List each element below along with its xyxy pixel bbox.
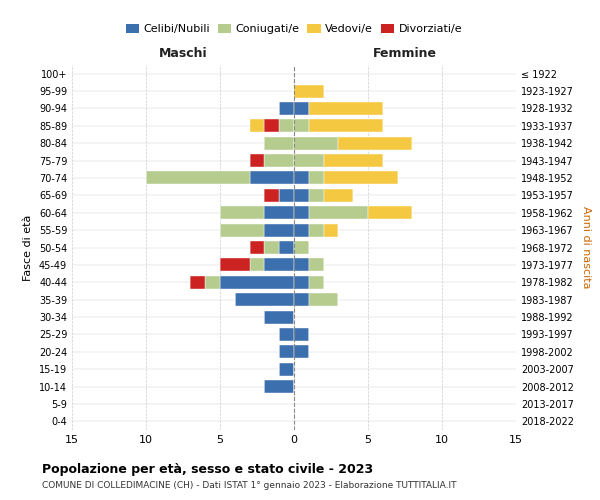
Bar xyxy=(250,258,265,272)
Bar xyxy=(220,276,294,289)
Bar xyxy=(250,120,265,132)
Bar xyxy=(323,189,353,202)
Bar xyxy=(294,241,309,254)
Bar xyxy=(294,120,309,132)
Bar xyxy=(294,136,338,149)
Bar xyxy=(294,224,309,236)
Bar xyxy=(190,276,205,289)
Bar xyxy=(279,102,294,115)
Bar xyxy=(309,293,338,306)
Bar xyxy=(220,206,265,220)
Bar xyxy=(205,276,220,289)
Bar xyxy=(294,328,309,341)
Bar xyxy=(294,276,309,289)
Bar xyxy=(309,189,323,202)
Bar xyxy=(294,102,309,115)
Bar xyxy=(279,362,294,376)
Bar xyxy=(294,258,309,272)
Text: Popolazione per età, sesso e stato civile - 2023: Popolazione per età, sesso e stato civil… xyxy=(42,462,373,475)
Bar xyxy=(294,172,309,184)
Bar xyxy=(220,258,250,272)
Bar xyxy=(294,84,323,98)
Bar xyxy=(265,120,279,132)
Bar xyxy=(250,172,294,184)
Bar xyxy=(235,293,294,306)
Bar xyxy=(265,241,279,254)
Bar xyxy=(265,310,294,324)
Bar xyxy=(309,276,323,289)
Text: Femmine: Femmine xyxy=(373,47,437,60)
Legend: Celibi/Nubili, Coniugati/e, Vedovi/e, Divorziati/e: Celibi/Nubili, Coniugati/e, Vedovi/e, Di… xyxy=(121,20,467,39)
Bar xyxy=(294,206,309,220)
Bar xyxy=(309,206,368,220)
Bar xyxy=(309,172,323,184)
Bar xyxy=(250,241,265,254)
Bar xyxy=(279,346,294,358)
Bar xyxy=(338,136,412,149)
Bar xyxy=(279,189,294,202)
Bar xyxy=(368,206,412,220)
Bar xyxy=(294,346,309,358)
Bar xyxy=(323,224,338,236)
Bar xyxy=(265,258,294,272)
Bar xyxy=(294,293,309,306)
Bar xyxy=(265,380,294,393)
Bar xyxy=(265,154,294,167)
Text: Maschi: Maschi xyxy=(158,47,208,60)
Bar xyxy=(250,154,265,167)
Bar xyxy=(323,172,398,184)
Bar xyxy=(309,258,323,272)
Bar xyxy=(309,120,383,132)
Bar xyxy=(279,241,294,254)
Bar xyxy=(146,172,250,184)
Bar xyxy=(309,102,383,115)
Bar xyxy=(294,189,309,202)
Y-axis label: Fasce di età: Fasce di età xyxy=(23,214,33,280)
Bar xyxy=(220,224,265,236)
Bar xyxy=(309,224,323,236)
Bar xyxy=(265,136,294,149)
Bar xyxy=(323,154,383,167)
Bar xyxy=(279,328,294,341)
Bar xyxy=(265,206,294,220)
Bar xyxy=(265,224,294,236)
Bar xyxy=(294,154,323,167)
Bar xyxy=(279,120,294,132)
Y-axis label: Anni di nascita: Anni di nascita xyxy=(581,206,590,289)
Bar xyxy=(265,189,279,202)
Text: COMUNE DI COLLEDIMACINE (CH) - Dati ISTAT 1° gennaio 2023 - Elaborazione TUTTITA: COMUNE DI COLLEDIMACINE (CH) - Dati ISTA… xyxy=(42,481,457,490)
